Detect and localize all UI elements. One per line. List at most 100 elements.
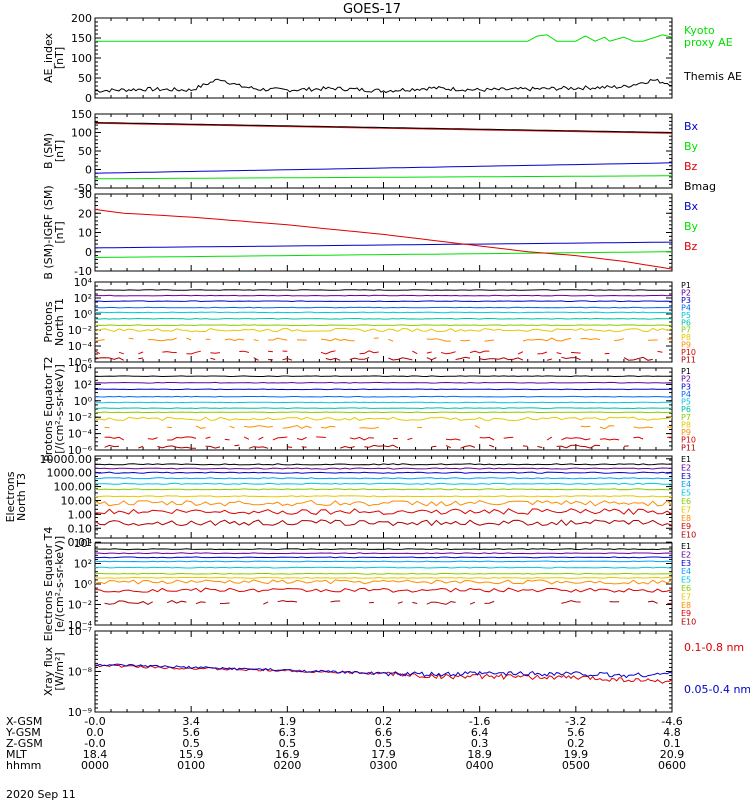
legend-p11: P11 — [681, 356, 696, 365]
series-p9 — [388, 338, 394, 342]
legend-p6: P6 — [681, 405, 691, 414]
y-axis-label-line: Xray flux — [42, 646, 55, 696]
series-e2 — [95, 552, 672, 555]
y-tick-label: 0 — [85, 92, 92, 105]
y-axis-label-line: B (SM)-IGRF (SM) — [42, 185, 55, 279]
series-p5 — [95, 401, 672, 404]
series-e8 — [95, 579, 672, 585]
legend-p6: P6 — [681, 318, 691, 327]
y-axis-label-line: North T3 — [15, 473, 28, 521]
y-tick-label: 10⁻² — [68, 411, 92, 424]
series-p11 — [349, 357, 370, 360]
series-0-05-0-4-nm — [95, 663, 672, 679]
legend-bx: Bx — [684, 120, 699, 133]
y-axis-label: Protons Equator T2[/(cm²-s-sr-keV)] — [42, 356, 66, 461]
series-p9 — [186, 337, 192, 341]
panel-frame — [94, 542, 673, 626]
series-p10 — [412, 350, 418, 355]
y-axis-label: B (SM)[nT] — [42, 133, 66, 169]
panel-frame — [94, 630, 673, 713]
legend-0-1-0-8-nm: 0.1-0.8 nm — [684, 641, 744, 654]
x-row-value: 19.9 — [564, 748, 589, 761]
series-p9 — [599, 425, 615, 430]
x-row-value: -3.2 — [565, 715, 586, 728]
y-tick-label: 10⁻⁶ — [68, 444, 93, 457]
legend-bmag: Bmag — [684, 180, 716, 193]
x-row-value: 0.3 — [471, 737, 489, 750]
x-row-value: 17.9 — [371, 748, 396, 761]
series-p10 — [556, 352, 562, 355]
series-p9 — [147, 337, 177, 342]
series-p2 — [95, 381, 672, 384]
series-p11 — [556, 444, 600, 449]
x-row-value: 0.1 — [663, 737, 681, 750]
series-by — [95, 175, 672, 180]
series-p9 — [426, 338, 451, 342]
y-tick-label: 150 — [71, 108, 92, 121]
series-p10 — [469, 350, 490, 354]
legend-p7: P7 — [681, 413, 691, 422]
legend-p4: P4 — [681, 303, 691, 312]
series-p9 — [667, 426, 672, 428]
y-tick-label: 50 — [78, 145, 92, 158]
series-bz — [95, 208, 672, 270]
series-p10 — [349, 436, 374, 441]
panel-frame — [94, 281, 673, 363]
series-p10 — [210, 352, 221, 354]
x-row-label: Y-GSM — [5, 726, 41, 739]
series-p11 — [340, 445, 355, 449]
y-tick-label: 10000.00 — [40, 453, 93, 466]
x-row-value: 0.2 — [375, 715, 393, 728]
y-tick-label: 10 — [78, 227, 92, 240]
series-e9 — [95, 508, 672, 516]
y-tick-label: 0.10 — [68, 522, 93, 535]
x-row-value: 0600 — [658, 759, 686, 772]
series-e10 — [484, 600, 495, 604]
y-tick-label: 10⁰ — [74, 395, 93, 408]
series-p10 — [167, 436, 197, 441]
series-e10 — [426, 601, 456, 605]
legend-e5: E5 — [681, 489, 691, 498]
legend-e1: E1 — [681, 542, 691, 551]
series-p10 — [599, 438, 620, 441]
series-e6 — [95, 488, 672, 491]
legend-p10: P10 — [681, 348, 696, 357]
series-p5 — [95, 311, 672, 314]
series-p9 — [95, 339, 105, 342]
series-e10 — [104, 600, 153, 605]
legend-e8: E8 — [681, 601, 691, 610]
y-tick-label: 10² — [74, 292, 92, 305]
series-group — [95, 663, 672, 684]
legend-e6: E6 — [681, 584, 691, 593]
legend-p7: P7 — [681, 326, 691, 335]
x-row-value: 6.4 — [471, 726, 489, 739]
series-p9 — [268, 337, 288, 341]
series-e5 — [95, 566, 672, 569]
y-tick-label: 10⁻⁴ — [68, 340, 93, 353]
series-p10 — [445, 438, 461, 441]
series-p9 — [320, 338, 355, 342]
date-label: 2020 Sep 11 — [6, 788, 76, 800]
legend-e9: E9 — [681, 609, 691, 618]
y-tick-label: 10⁻⁴ — [68, 428, 93, 441]
y-axis-label-line: B (SM) — [42, 133, 55, 169]
y-tick-label: 200 — [71, 12, 92, 25]
series-p9 — [667, 338, 672, 341]
legend-kyoto-proxy-ae: proxy AE — [684, 36, 733, 49]
series-p10 — [147, 437, 158, 440]
legend-e6: E6 — [681, 497, 691, 506]
x-row-value: 16.9 — [275, 748, 300, 761]
legend-e7: E7 — [681, 505, 691, 514]
y-axis-label: AE_index[nT] — [42, 32, 66, 83]
series-p9 — [484, 339, 495, 342]
y-tick-label: 100 — [71, 127, 92, 140]
series-p10 — [503, 436, 514, 439]
panel-2: -50 0 50 100 150 B (SM)[nT] Bx By Bz Bmag — [42, 108, 716, 195]
y-tick-label: 50 — [78, 72, 92, 85]
legend-by: By — [684, 220, 699, 233]
series-e5 — [95, 482, 672, 485]
legend-p8: P8 — [681, 420, 691, 429]
y-tick-label: 10⁰ — [74, 308, 93, 321]
